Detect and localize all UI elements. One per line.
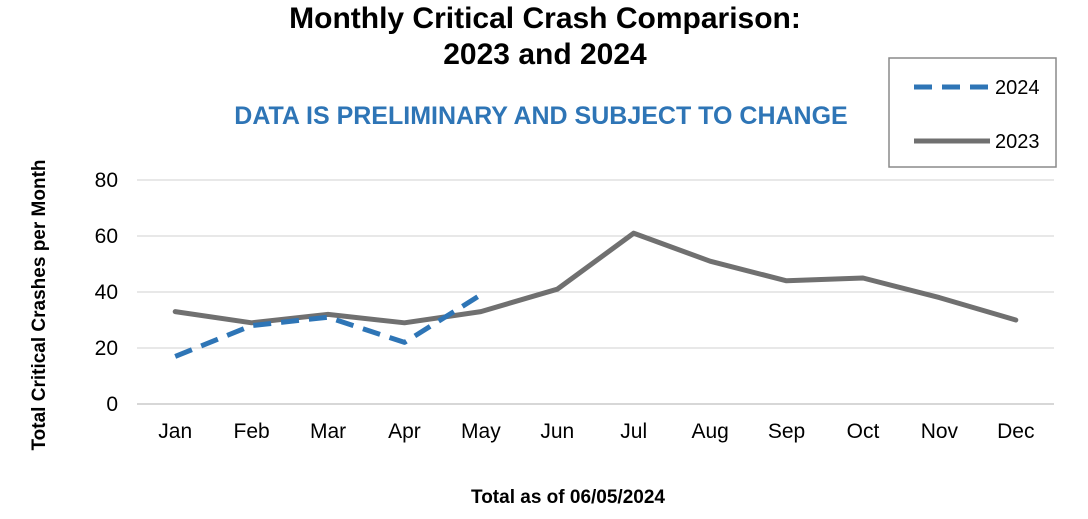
y-tick-label: 60 (95, 225, 118, 248)
legend-label-2024: 2024 (995, 77, 1040, 99)
legend: 2024 2023 (888, 57, 1057, 168)
series-line-2024 (174, 292, 483, 359)
y-axis-title: Total Critical Crashes per Month (29, 159, 50, 450)
x-tick-label: Nov (921, 420, 959, 443)
x-tick-label: Jan (158, 420, 192, 443)
x-tick-label: Oct (847, 420, 880, 443)
x-tick-label: Feb (234, 420, 270, 443)
series-line-2023 (172, 230, 1019, 326)
series-lines (172, 230, 1019, 359)
x-tick-label: Aug (691, 420, 728, 443)
y-tick-label: 20 (95, 337, 118, 360)
x-tick-label: Jul (620, 420, 647, 443)
chart-title-line2: 2023 and 2024 (443, 38, 647, 71)
x-axis-title: Total as of 06/05/2024 (471, 487, 665, 508)
x-tick-labels: Jan Feb Mar Apr May Jun Jul Aug Sep Oct Nov Dec (158, 420, 1034, 443)
y-tick-label: 80 (95, 169, 118, 192)
y-tick-labels: 0 20 40 60 80 (95, 169, 118, 416)
x-tick-label: Apr (388, 420, 421, 443)
chart-title-line1: Monthly Critical Crash Comparison: (289, 2, 801, 35)
gridlines (137, 179, 1054, 405)
x-tick-label: Dec (997, 420, 1034, 443)
y-tick-label: 0 (106, 393, 118, 416)
chart-subtitle: DATA IS PRELIMINARY AND SUBJECT TO CHANG… (234, 102, 847, 130)
x-tick-label: Sep (768, 420, 805, 443)
x-tick-label: Mar (310, 420, 346, 443)
legend-label-2023: 2023 (995, 131, 1040, 153)
x-tick-label: May (461, 420, 501, 443)
y-tick-label: 40 (95, 281, 118, 304)
x-tick-label: Jun (540, 420, 574, 443)
legend-box (888, 57, 1057, 168)
